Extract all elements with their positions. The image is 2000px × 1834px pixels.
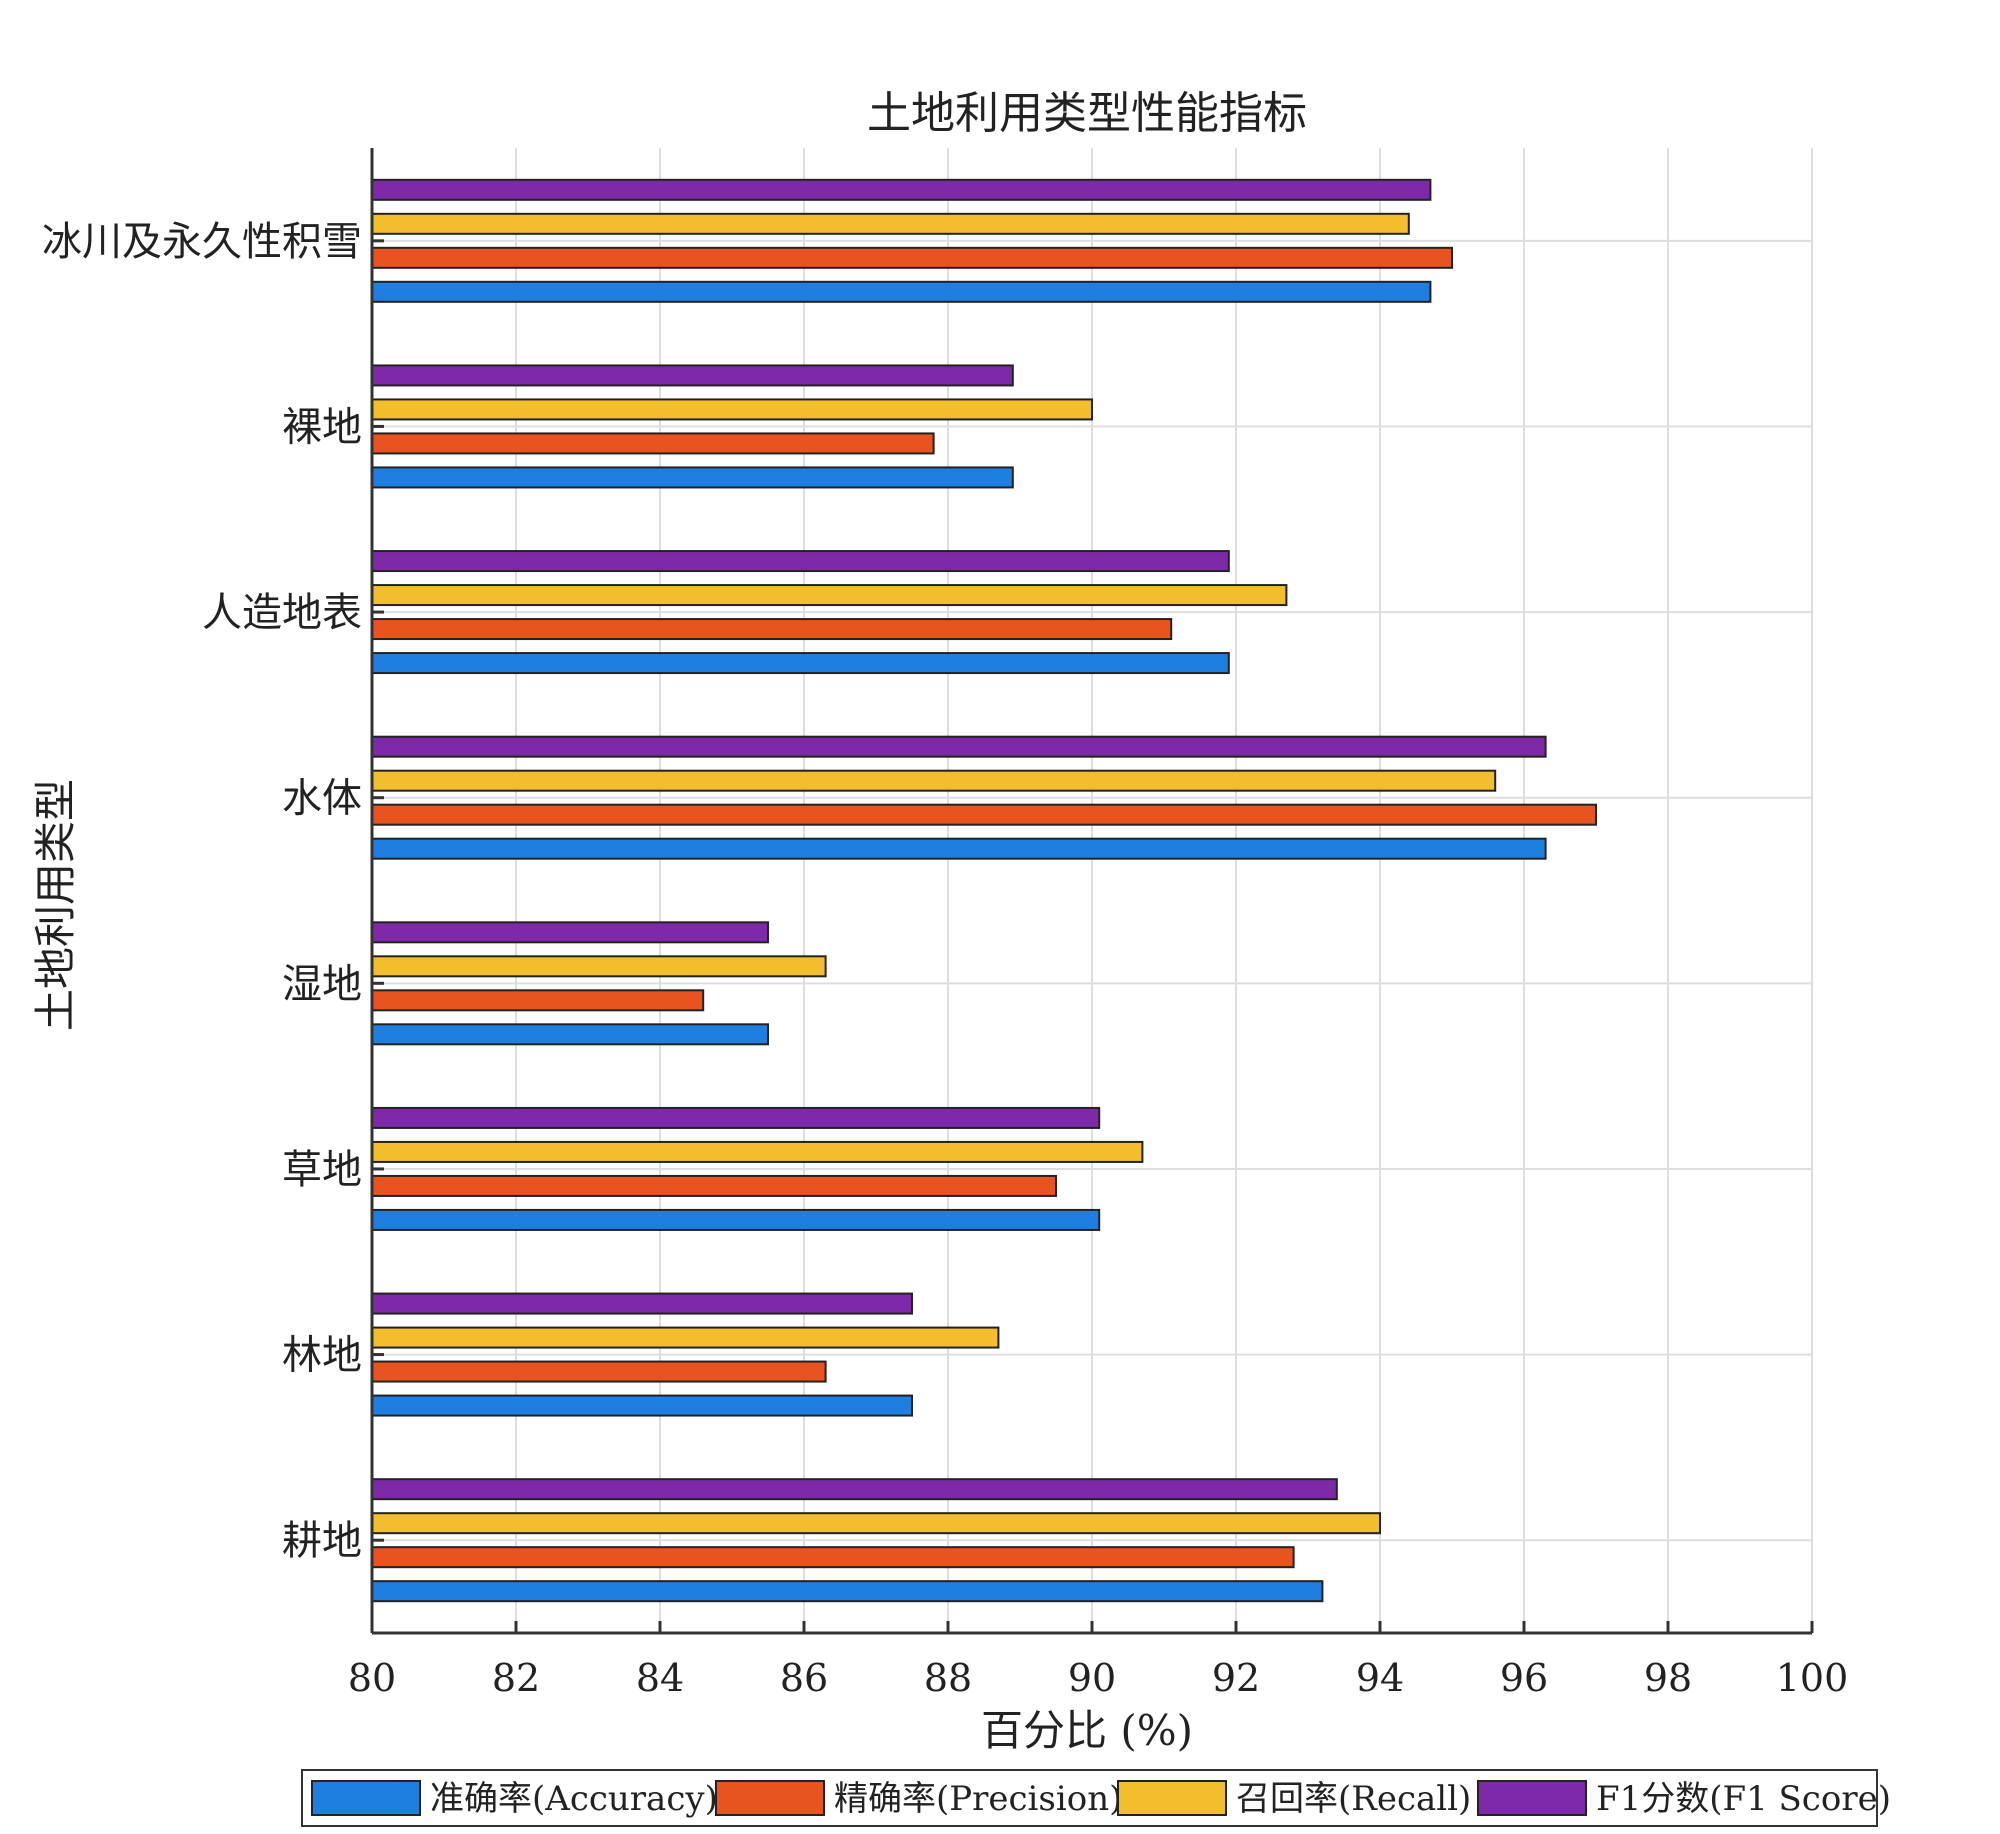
x-tick-labels: 80 82 84 86 88 90 92 94 96 98 100 — [348, 1656, 1848, 1700]
x-tick-label: 84 — [636, 1656, 684, 1700]
grid — [372, 148, 1813, 1633]
bar-3-4 — [371, 769, 1497, 792]
legend-label-3: 召回率(Recall) — [1236, 1779, 1471, 1819]
legend-swatch-2 — [715, 1780, 825, 1816]
x-tick-label: 92 — [1212, 1656, 1260, 1700]
bar-4-7 — [371, 1292, 913, 1315]
chart-title: 土地利用类型性能指标 — [867, 88, 1307, 139]
x-axis-label: 百分比 (%) — [981, 1706, 1193, 1755]
bar-4-8 — [371, 1478, 1338, 1501]
bar-2-2 — [371, 432, 935, 455]
legend-swatch-3 — [1117, 1780, 1227, 1816]
category-label: 冰川及永久性积雪 — [42, 219, 362, 265]
bar-3-5 — [371, 955, 827, 978]
bar-2-4 — [371, 803, 1597, 826]
bar-4-4 — [371, 735, 1547, 758]
bar-1-4 — [371, 837, 1547, 860]
legend-swatch-4 — [1477, 1780, 1587, 1816]
bar-3-1 — [371, 212, 1410, 235]
bar-2-6 — [371, 1174, 1057, 1197]
bar-2-3 — [371, 618, 1173, 641]
category-label: 裸地 — [282, 404, 362, 450]
legend-label-4: F1分数(F1 Score) — [1596, 1779, 1891, 1819]
category-label: 草地 — [282, 1147, 362, 1193]
x-tick-label: 80 — [348, 1656, 396, 1700]
bar-2-8 — [371, 1546, 1295, 1569]
bar-2-1 — [371, 246, 1453, 269]
legend-label-1: 准确率(Accuracy) — [430, 1779, 718, 1819]
x-tick-label: 82 — [492, 1656, 540, 1700]
bar-3-2 — [371, 398, 1093, 421]
legend-label-2: 精确率(Precision) — [834, 1779, 1122, 1819]
bar-1-2 — [371, 466, 1014, 489]
x-tick-label: 86 — [780, 1656, 828, 1700]
bar-4-6 — [371, 1106, 1101, 1129]
x-tick-label: 100 — [1776, 1656, 1849, 1700]
x-tick-label: 90 — [1068, 1656, 1116, 1700]
category-label: 人造地表 — [202, 590, 362, 636]
bar-2-7 — [371, 1360, 827, 1383]
bar-3-8 — [371, 1512, 1381, 1535]
legend-box — [301, 1769, 1878, 1827]
x-tick-label: 94 — [1356, 1656, 1404, 1700]
legend-swatch-1 — [311, 1780, 421, 1816]
axes — [370, 148, 1814, 1635]
x-tick-label: 88 — [924, 1656, 972, 1700]
bar-1-3 — [371, 652, 1230, 675]
bar-1-6 — [371, 1208, 1101, 1231]
bar-3-7 — [371, 1326, 1000, 1349]
legend: 准确率(Accuracy) 精确率(Precision) 召回率(Recall) F1… — [301, 1769, 1891, 1827]
category-label: 耕地 — [282, 1518, 362, 1564]
bar-4-3 — [371, 550, 1230, 573]
category-label: 水体 — [282, 776, 362, 822]
x-tick-label: 96 — [1500, 1656, 1548, 1700]
bar-3-3 — [371, 584, 1288, 607]
bar-4-1 — [371, 178, 1432, 201]
bars — [371, 178, 1597, 1603]
y-axis-label: 土地利用类型 — [31, 779, 80, 1031]
bar-3-6 — [371, 1140, 1144, 1163]
bar-1-7 — [371, 1394, 913, 1417]
bar-1-8 — [371, 1580, 1324, 1603]
bar-1-1 — [371, 280, 1432, 303]
x-tick-label: 98 — [1644, 1656, 1692, 1700]
bar-4-5 — [371, 921, 769, 944]
bar-2-5 — [371, 989, 705, 1012]
bar-1-5 — [371, 1023, 769, 1046]
category-label: 湿地 — [282, 961, 362, 1007]
bar-4-2 — [371, 364, 1014, 387]
category-label: 林地 — [282, 1333, 362, 1379]
